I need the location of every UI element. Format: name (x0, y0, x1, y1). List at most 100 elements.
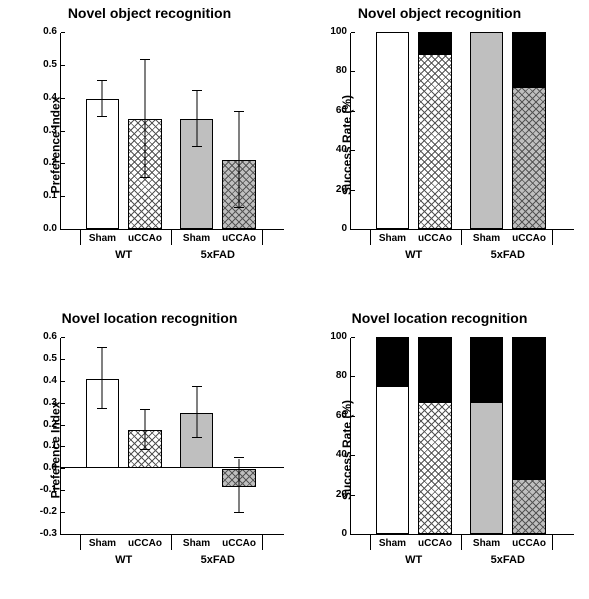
error-bar (196, 387, 197, 437)
group-divider (262, 534, 263, 550)
panel-nlr-succ: Novel location recognitionSuccess Rate (… (295, 310, 584, 590)
bar (86, 99, 120, 229)
bar (512, 87, 546, 229)
group-label: 5xFAD (491, 554, 525, 566)
group-divider (552, 534, 553, 550)
error-bar (239, 459, 240, 514)
y-tick: 0.5 (43, 354, 61, 364)
group-divider (461, 534, 462, 550)
bar-top-segment (512, 32, 546, 87)
group-label: 5xFAD (491, 249, 525, 261)
bar-top-segment (418, 337, 452, 402)
x-tick-label: uCCAo (222, 233, 256, 244)
y-tick: 60 (336, 411, 351, 421)
y-tick: 100 (330, 27, 351, 37)
error-bar (196, 91, 197, 147)
bar-top-segment (470, 337, 504, 402)
error-cap (140, 449, 150, 450)
group-divider (80, 534, 81, 550)
x-tick-label: uCCAo (128, 538, 162, 549)
y-tick: 0.2 (43, 420, 61, 430)
y-tick: 0.1 (43, 191, 61, 201)
x-tick-label: uCCAo (418, 233, 452, 244)
y-tick: -0.3 (40, 529, 61, 539)
x-tick-label: uCCAo (222, 538, 256, 549)
y-tick: 0.6 (43, 332, 61, 342)
error-bar (145, 410, 146, 449)
y-tick: 100 (330, 332, 351, 342)
x-tick-label: Sham (379, 233, 406, 244)
bar (418, 54, 452, 229)
plot-area: 0.00.10.20.30.40.50.6ShamuCCAoShamuCCAoW… (60, 33, 284, 230)
y-tick: 80 (336, 371, 351, 381)
y-tick: -0.2 (40, 507, 61, 517)
x-tick-label: Sham (89, 538, 116, 549)
y-tick: 40 (336, 145, 351, 155)
x-tick-label: Sham (183, 233, 210, 244)
group-label: WT (405, 554, 422, 566)
y-tick: 0.6 (43, 27, 61, 37)
group-divider (370, 229, 371, 245)
error-cap (192, 146, 202, 147)
plot-area: -0.3-0.2-0.10.00.10.20.30.40.50.6ShamuCC… (60, 338, 284, 535)
error-bar (102, 81, 103, 117)
panel-nor-succ: Novel object recognitionSuccess Rate (%)… (295, 5, 584, 285)
y-tick: 0.3 (43, 398, 61, 408)
error-cap (97, 80, 107, 81)
y-tick: 0.2 (43, 158, 61, 168)
bar (376, 32, 410, 229)
x-tick-label: Sham (473, 233, 500, 244)
bar (470, 402, 504, 534)
bar (512, 479, 546, 534)
panel-nlr-pref: Novel location recognitionPreference Ind… (5, 310, 294, 590)
error-cap (140, 59, 150, 60)
y-tick: 60 (336, 106, 351, 116)
error-cap (140, 177, 150, 178)
group-label: 5xFAD (201, 554, 235, 566)
error-cap (97, 116, 107, 117)
y-tick: 0.5 (43, 60, 61, 70)
y-tick: 0.4 (43, 93, 61, 103)
y-tick: 0.3 (43, 126, 61, 136)
bar-top-segment (376, 337, 410, 386)
x-tick-label: uCCAo (512, 233, 546, 244)
plot-area: 020406080100ShamuCCAoShamuCCAoWT5xFAD (350, 338, 574, 535)
error-cap (234, 512, 244, 513)
bar-top-segment (512, 337, 546, 479)
error-bar (102, 348, 103, 409)
error-cap (234, 457, 244, 458)
error-cap (192, 90, 202, 91)
y-tick: 0.0 (43, 224, 61, 234)
error-cap (234, 111, 244, 112)
error-cap (140, 409, 150, 410)
y-tick: 20 (336, 185, 351, 195)
bar (418, 402, 452, 534)
chart-title: Novel object recognition (295, 5, 584, 21)
group-divider (552, 229, 553, 245)
y-tick: 0.0 (43, 463, 61, 473)
error-cap (192, 437, 202, 438)
error-cap (234, 207, 244, 208)
group-label: WT (115, 554, 132, 566)
x-tick-label: uCCAo (418, 538, 452, 549)
plot-area: 020406080100ShamuCCAoShamuCCAoWT5xFAD (350, 33, 574, 230)
group-divider (80, 229, 81, 245)
x-tick-label: Sham (473, 538, 500, 549)
group-divider (370, 534, 371, 550)
x-tick-label: uCCAo (128, 233, 162, 244)
x-tick-label: Sham (89, 233, 116, 244)
error-bar (145, 60, 146, 178)
y-tick: 20 (336, 490, 351, 500)
y-tick: 80 (336, 66, 351, 76)
x-tick-label: Sham (379, 538, 406, 549)
x-tick-label: Sham (183, 538, 210, 549)
y-tick: 0.1 (43, 441, 61, 451)
group-divider (171, 534, 172, 550)
bar-top-segment (418, 32, 452, 54)
y-tick: 0 (341, 224, 351, 234)
group-divider (262, 229, 263, 245)
y-tick: 0.4 (43, 376, 61, 386)
error-cap (192, 386, 202, 387)
panel-nor-pref: Novel object recognitionPreference Index… (5, 5, 294, 285)
chart-title: Novel location recognition (5, 310, 294, 326)
